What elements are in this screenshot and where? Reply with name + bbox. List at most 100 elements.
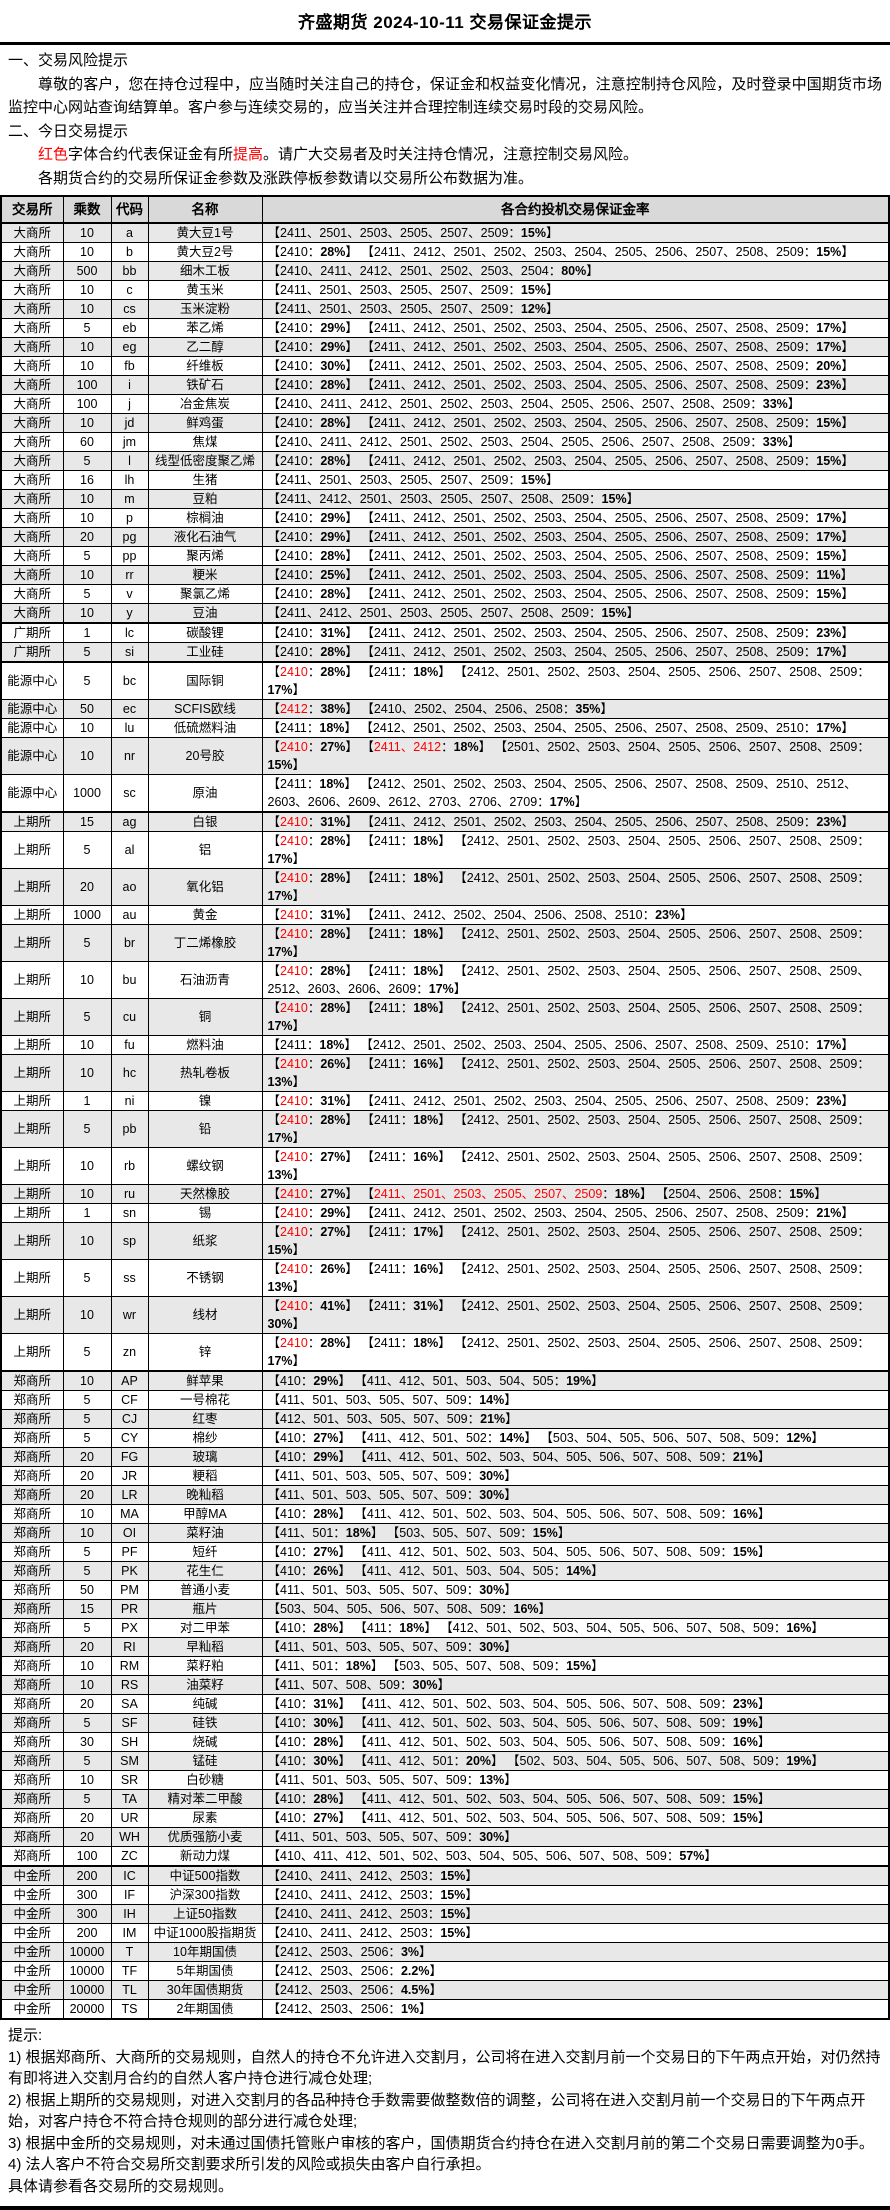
name-cell: 国际铜 xyxy=(147,661,263,700)
name-cell: 中证500指数 xyxy=(147,1865,263,1886)
code-cell: eb xyxy=(110,318,149,338)
table-row: 大商所 10 jd 鲜鸡蛋 【2410：28%】 【2411、2412、2501、250… xyxy=(0,413,890,433)
multiplier-cell: 10 xyxy=(62,737,112,775)
code-cell: pp xyxy=(110,546,149,566)
table-row: 能源中心 50 ec SCFIS欧线 【2412：38%】 【2410、2502、250… xyxy=(0,699,890,719)
table-row: 能源中心 10 nr 20号胶 【2410：27%】 【2411、2412：18%】 【… xyxy=(0,737,890,775)
multiplier-cell: 15 xyxy=(62,1599,112,1619)
multiplier-cell: 30 xyxy=(62,1732,112,1752)
exchange-cell: 大商所 xyxy=(0,356,64,376)
margin-rates-cell: 【2410：31%】 【2411、2412、2501、2502、2503、250… xyxy=(261,622,890,643)
name-cell: 铁矿石 xyxy=(147,375,263,395)
exchange-cell: 大商所 xyxy=(0,470,64,490)
multiplier-cell: 20 xyxy=(62,1694,112,1714)
margin-rates-cell: 【410：26%】 【411、412、501、503、504、505：14%】 xyxy=(261,1561,890,1581)
margin-rates-cell: 【410：27%】 【411、412、501、502、503、504、505、5… xyxy=(261,1542,890,1562)
code-cell: sn xyxy=(110,1203,149,1223)
code-cell: AP xyxy=(110,1370,149,1391)
exchange-cell: 上期所 xyxy=(0,1091,64,1111)
multiplier-cell: 16 xyxy=(62,470,112,490)
multiplier-cell: 5 xyxy=(62,1259,112,1297)
multiplier-cell: 5 xyxy=(62,642,112,663)
exchange-cell: 大商所 xyxy=(0,222,64,243)
name-cell: 石油沥青 xyxy=(147,961,263,999)
margin-rates-cell: 【2410：29%】 【2411、2412、2501、2502、2503、250… xyxy=(261,337,890,357)
table-row: 郑商所 30 SH 烧碱 【410：28%】 【411、412、501、502、503、… xyxy=(0,1732,890,1752)
code-cell: c xyxy=(110,280,149,300)
multiplier-cell: 20 xyxy=(62,527,112,547)
margin-rates-table: 交易所 乘数 代码 名称 各合约投机交易保证金率 大商所 10 a 黄大豆1号 【241… xyxy=(0,195,890,2020)
table-row: 大商所 100 j 冶金焦炭 【2410、2411、2412、2501、2502、250… xyxy=(0,394,890,414)
exchange-cell: 郑商所 xyxy=(0,1618,64,1638)
exchange-cell: 郑商所 xyxy=(0,1599,64,1619)
margin-rates-cell: 【2410：28%】 【2411、2412、2501、2502、2503、250… xyxy=(261,375,890,395)
name-cell: 线型低密度聚乙烯 xyxy=(147,451,263,471)
multiplier-cell: 10 xyxy=(62,1656,112,1676)
table-row: 郑商所 5 PX 对二甲苯 【410：28%】 【411：18%】 【412、501、5… xyxy=(0,1618,890,1638)
margin-rates-cell: 【2411：18%】 【2412、2501、2502、2503、2504、250… xyxy=(261,774,890,813)
exchange-cell: 上期所 xyxy=(0,811,64,832)
margin-rates-cell: 【2410：29%】 【2411、2412、2501、2502、2503、250… xyxy=(261,1203,890,1223)
margin-rates-cell: 【2412、2503、2506：4.5%】 xyxy=(261,1980,890,2000)
margin-rates-cell: 【2410：29%】 【2411、2412、2501、2502、2503、250… xyxy=(261,508,890,528)
table-row: 能源中心 10 lu 低硫燃料油 【2411：18%】 【2412、2501、2502、… xyxy=(0,718,890,738)
exchange-cell: 大商所 xyxy=(0,413,64,433)
exchange-cell: 上期所 xyxy=(0,1259,64,1297)
margin-rates-cell: 【410：29%】 【411、412、501、503、504、505：19%】 xyxy=(261,1370,890,1391)
table-row: 郑商所 15 PR 瓶片 【503、504、505、506、507、508、509：16… xyxy=(0,1599,890,1619)
code-cell: j xyxy=(110,394,149,414)
table-row: 郑商所 10 AP 鲜苹果 【410：29%】 【411、412、501、503、504… xyxy=(0,1370,890,1391)
name-cell: 黄大豆1号 xyxy=(147,222,263,243)
code-cell: ao xyxy=(110,868,149,906)
name-cell: 豆粕 xyxy=(147,489,263,509)
table-row: 郑商所 5 CY 棉纱 【410：27%】 【411、412、501、502：14%】 … xyxy=(0,1428,890,1448)
margin-rates-cell: 【2411、2501、2503、2505、2507、2509：15%】 xyxy=(261,470,890,490)
margin-rates-cell: 【2410：28%】 【2411：18%】 【2412、2501、2502、25… xyxy=(261,924,890,962)
margin-rates-cell: 【411、501、503、505、507、509：30%】 xyxy=(261,1637,890,1657)
code-cell: cs xyxy=(110,299,149,319)
exchange-cell: 能源中心 xyxy=(0,699,64,719)
code-cell: PR xyxy=(110,1599,149,1619)
name-cell: 燃料油 xyxy=(147,1035,263,1055)
code-cell: a xyxy=(110,222,149,243)
name-cell: 铜 xyxy=(147,998,263,1036)
exchange-cell: 上期所 xyxy=(0,868,64,906)
exchange-cell: 中金所 xyxy=(0,1923,64,1943)
name-cell: 细木工板 xyxy=(147,261,263,281)
name-cell: 中证1000股指期货 xyxy=(147,1923,263,1943)
code-cell: wr xyxy=(110,1296,149,1334)
note-item-3: 3) 根据中金所的交易规则，对未通过国债托管账户审核的客户，国债期货合约持仓在进… xyxy=(8,2134,874,2152)
margin-rates-cell: 【2410：29%】 【2411、2412、2501、2502、2503、250… xyxy=(261,527,890,547)
table-row: 郑商所 10 MA 甲醇MA 【410：28%】 【411、412、501、502、50… xyxy=(0,1504,890,1524)
table-row: 上期所 10 fu 燃料油 【2411：18%】 【2412、2501、2502、250… xyxy=(0,1035,890,1055)
exchange-cell: 大商所 xyxy=(0,527,64,547)
exchange-cell: 大商所 xyxy=(0,432,64,452)
table-row: 上期所 5 ss 不锈钢 【2410：26%】 【2411：16%】 【2412、250… xyxy=(0,1259,890,1297)
table-row: 大商所 10 cs 玉米淀粉 【2411、2501、2503、2505、2507、250… xyxy=(0,299,890,319)
exchange-cell: 上期所 xyxy=(0,961,64,999)
name-cell: 碳酸锂 xyxy=(147,622,263,643)
code-cell: rb xyxy=(110,1147,149,1185)
margin-rates-cell: 【2412：38%】 【2410、2502、2504、2506、2508：35%… xyxy=(261,699,890,719)
multiplier-cell: 10 xyxy=(62,1370,112,1391)
code-cell: p xyxy=(110,508,149,528)
name-cell: 纸浆 xyxy=(147,1222,263,1260)
code-cell: b xyxy=(110,242,149,262)
code-cell: ss xyxy=(110,1259,149,1297)
code-cell: au xyxy=(110,905,149,925)
table-row: 大商所 500 bb 细木工板 【2410、2411、2412、2501、2502、25… xyxy=(0,261,890,281)
exchange-cell: 郑商所 xyxy=(0,1789,64,1809)
code-cell: IF xyxy=(110,1885,149,1905)
table-row: 大商所 16 lh 生猪 【2411、2501、2503、2505、2507、2509：… xyxy=(0,470,890,490)
code-cell: l xyxy=(110,451,149,471)
table-row: 大商所 20 pg 液化石油气 【2410：29%】 【2411、2412、2501、2… xyxy=(0,527,890,547)
code-cell: TA xyxy=(110,1789,149,1809)
exchange-cell: 中金所 xyxy=(0,1885,64,1905)
multiplier-cell: 10 xyxy=(62,1504,112,1524)
margin-rates-cell: 【503、504、505、506、507、508、509：16%】 xyxy=(261,1599,890,1619)
table-row: 大商所 5 pp 聚丙烯 【2410：28%】 【2411、2412、2501、2502… xyxy=(0,546,890,566)
table-row: 中金所 200 IC 中证500指数 【2410、2411、2412、2503：15%】 xyxy=(0,1865,890,1886)
code-cell: IC xyxy=(110,1865,149,1886)
name-cell: 粳米 xyxy=(147,565,263,585)
note-item-1: 1) 根据郑商所、大商所的交易规则，自然人的持仓不允许进入交割月，公司将在进入交… xyxy=(8,2048,881,2088)
